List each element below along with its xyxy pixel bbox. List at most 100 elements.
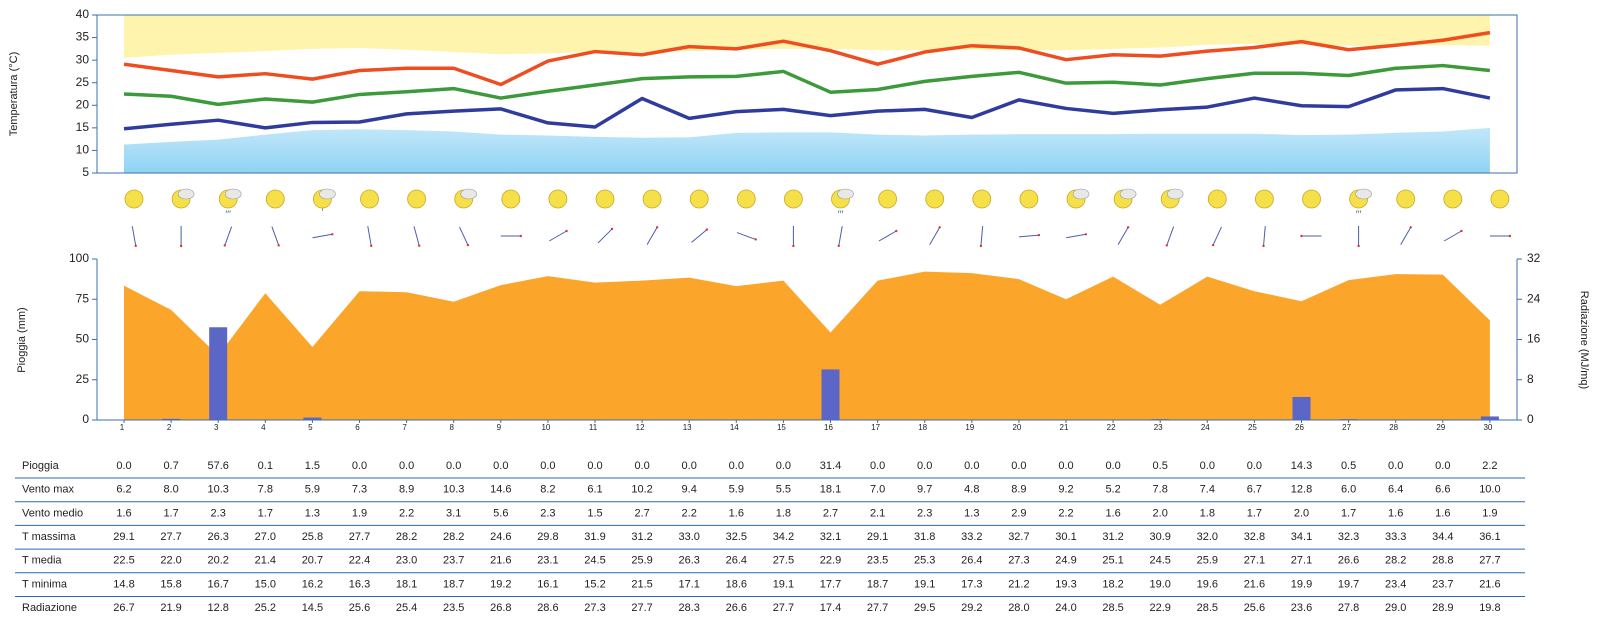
cell: 2.3 — [540, 507, 555, 519]
cell: 2.2 — [399, 507, 414, 519]
cell: 29.5 — [914, 602, 935, 614]
cell: 0.0 — [964, 460, 979, 472]
y-axis-title: Temperatura (°C) — [8, 52, 20, 136]
cell: 19.8 — [1479, 602, 1500, 614]
cell: 0.0 — [493, 460, 508, 472]
rain-bar — [1480, 416, 1499, 420]
cell: 27.3 — [584, 602, 605, 614]
y-tick-label: 20 — [76, 97, 90, 111]
cell: 19.0 — [1149, 578, 1170, 590]
cell: 30.9 — [1149, 531, 1170, 543]
band-bottom — [124, 127, 1490, 173]
y-tick-label: 40 — [76, 7, 90, 21]
wind-head — [1084, 233, 1088, 236]
cell: 31.8 — [914, 531, 935, 543]
cell: 57.6 — [207, 460, 228, 472]
cell: 25.3 — [914, 555, 935, 567]
wind-arrow — [838, 226, 843, 246]
cell: 27.7 — [349, 531, 370, 543]
wind-head — [466, 243, 470, 247]
sun-icon — [925, 189, 945, 209]
sun-icon — [124, 189, 144, 209]
cell: 1.7 — [258, 507, 273, 519]
cell: 25.9 — [631, 555, 652, 567]
cell: 29.8 — [537, 531, 558, 543]
cell: 6.6 — [1435, 484, 1450, 496]
cell: 7.0 — [870, 484, 885, 496]
rain-bar — [821, 369, 840, 420]
cell: 27.3 — [1008, 555, 1029, 567]
wind-arrow — [1400, 227, 1412, 245]
row-label: Radiazione — [22, 602, 77, 614]
cell: 21.6 — [490, 555, 511, 567]
y-tick-label: 25 — [76, 372, 90, 386]
cell: 0.0 — [682, 460, 697, 472]
cell: 28.3 — [678, 602, 699, 614]
cell: 20.7 — [302, 555, 323, 567]
cell: 10.2 — [631, 484, 652, 496]
y-tick-label: 15 — [76, 120, 90, 134]
cell: 0.0 — [446, 460, 461, 472]
sun-icon — [972, 189, 992, 209]
cell: 19.1 — [773, 578, 794, 590]
cell: 14.3 — [1291, 460, 1312, 472]
x-tick-label: 13 — [683, 423, 692, 432]
cell: 2.7 — [823, 507, 838, 519]
cell: 6.0 — [1341, 484, 1356, 496]
x-tick-label: 17 — [871, 423, 880, 432]
sun-icon — [1396, 189, 1416, 209]
cell: 1.8 — [1200, 507, 1215, 519]
cell: 15.2 — [584, 578, 605, 590]
sun-icon — [595, 189, 615, 209]
sun-icon — [1443, 189, 1463, 209]
cell: 6.4 — [1388, 484, 1403, 496]
cell: 0.0 — [1200, 460, 1215, 472]
wind-arrow — [878, 230, 897, 242]
wind-head — [1460, 229, 1463, 233]
cell: 26.6 — [726, 602, 747, 614]
cell: 8.9 — [1011, 484, 1026, 496]
cell: 17.7 — [820, 578, 841, 590]
wind-head — [754, 238, 757, 241]
cell: 25.6 — [1244, 602, 1265, 614]
wind-head — [1037, 233, 1041, 237]
wind-arrow — [1263, 225, 1266, 247]
x-tick-label: 2 — [167, 423, 172, 432]
cell: 21.6 — [1244, 578, 1265, 590]
wind-head — [792, 244, 795, 248]
cell: 2.2 — [1058, 507, 1073, 519]
x-tick-label: 20 — [1012, 423, 1021, 432]
y-axis-title: Pioggia (mm) — [16, 307, 28, 372]
x-tick-label: 15 — [777, 423, 786, 432]
cell: 1.3 — [964, 507, 979, 519]
x-tick-label: 5 — [308, 423, 313, 432]
cloud-icon — [224, 188, 242, 200]
y2-axis-title: Radiazione (MJ/mq) — [1578, 291, 1590, 389]
cell: 26.3 — [678, 555, 699, 567]
cell: 18.6 — [726, 578, 747, 590]
cell: 1.9 — [352, 507, 367, 519]
cell: 6.2 — [116, 484, 131, 496]
cell: 33.3 — [1385, 531, 1406, 543]
cell: 32.5 — [726, 531, 747, 543]
x-tick-label: 6 — [355, 423, 360, 432]
y2-tick-label: 0 — [1527, 412, 1534, 426]
cell: 21.6 — [1479, 578, 1500, 590]
wind-head — [610, 227, 614, 231]
cell: 26.7 — [113, 602, 134, 614]
cell: 0.0 — [634, 460, 649, 472]
wind-head — [1262, 244, 1265, 248]
cell: 24.6 — [490, 531, 511, 543]
cell: 29.2 — [961, 602, 982, 614]
y-tick-label: 35 — [76, 30, 90, 44]
wind-arrow — [1212, 226, 1222, 246]
sun-icon — [784, 189, 803, 209]
cell: 23.4 — [1385, 578, 1406, 590]
rain-bar — [1292, 396, 1311, 420]
cell: 21.5 — [631, 578, 652, 590]
cell: 21.4 — [255, 555, 276, 567]
cell: 7.8 — [1153, 484, 1168, 496]
wind-head — [837, 244, 840, 248]
wind-arrow — [1117, 227, 1129, 245]
cell: 28.0 — [1008, 602, 1029, 614]
